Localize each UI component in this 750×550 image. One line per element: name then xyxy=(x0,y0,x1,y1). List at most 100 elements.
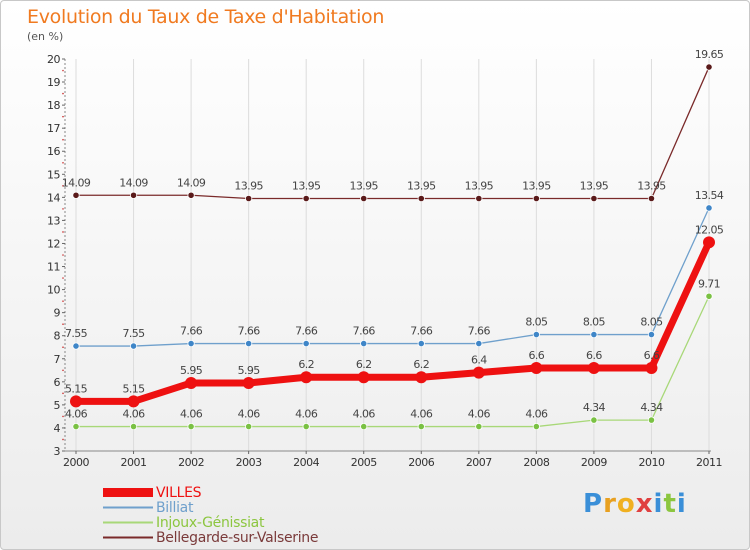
data-label: 4.06 xyxy=(468,408,491,421)
y-tick-label: 18 xyxy=(47,99,60,112)
x-tick-label: 2008 xyxy=(523,456,549,469)
data-point xyxy=(415,371,428,384)
data-label: 6.2 xyxy=(298,358,314,371)
y-minor-tick xyxy=(62,115,64,118)
y-tick-label: 4 xyxy=(54,422,61,435)
data-point xyxy=(587,361,600,374)
proxiti-logo: Proxiti xyxy=(583,489,687,519)
data-point xyxy=(360,422,368,431)
data-point xyxy=(590,194,598,203)
data-point xyxy=(532,194,540,203)
legend-item-billiat[interactable]: Billiat xyxy=(103,499,318,516)
data-point xyxy=(360,194,368,203)
data-label: 6.2 xyxy=(413,358,429,371)
series-injoux-g-nissiat: 4.06 4.06 4.06 4.06 4.06 4.06 4.06 4.06 4.06 4.34… xyxy=(65,277,721,431)
data-point xyxy=(242,376,255,389)
data-label: 4.34 xyxy=(583,401,606,414)
data-label: 7.66 xyxy=(468,325,491,338)
y-tick-label: 12 xyxy=(47,237,60,250)
data-label: 4.06 xyxy=(410,408,433,421)
data-label: 14.09 xyxy=(62,176,91,189)
y-minor-tick xyxy=(62,69,64,72)
data-point xyxy=(245,194,253,203)
series-line xyxy=(75,66,710,200)
data-point xyxy=(129,342,138,350)
y-tick-label: 9 xyxy=(54,307,61,320)
data-point xyxy=(705,292,713,300)
y-minor-tick xyxy=(62,346,64,349)
data-label: 5.95 xyxy=(180,364,203,377)
data-label: 6.2 xyxy=(356,358,372,371)
logo-letter: x xyxy=(635,489,654,519)
y-tick-label: 14 xyxy=(47,191,60,204)
legend-item-villes[interactable]: VILLES xyxy=(103,484,318,501)
data-point xyxy=(647,330,656,339)
y-minor-tick xyxy=(62,392,64,395)
data-label: 14.09 xyxy=(119,176,148,189)
data-point xyxy=(647,194,656,203)
x-tick-label: 2001 xyxy=(121,456,147,469)
data-point xyxy=(532,330,540,339)
legend-label: Billiat xyxy=(156,499,194,516)
data-point xyxy=(300,371,313,384)
y-minor-tick xyxy=(62,231,64,233)
chart-subtitle: (en %) xyxy=(27,30,64,43)
data-label: 13.95 xyxy=(580,180,609,193)
y-minor-tick xyxy=(62,208,64,210)
y-minor-tick xyxy=(62,92,64,95)
data-point xyxy=(475,339,483,348)
series-line xyxy=(75,207,710,347)
y-tick-label: 10 xyxy=(47,284,60,297)
y-tick-label: 19 xyxy=(47,76,60,89)
y-tick-label: 3 xyxy=(54,445,61,458)
y-tick-label: 6 xyxy=(54,376,61,389)
data-point xyxy=(530,361,543,374)
legend-label: Bellegarde-sur-Valserine xyxy=(156,529,319,546)
data-point xyxy=(417,194,425,203)
y-minor-tick xyxy=(62,161,64,164)
x-tick-label: 2007 xyxy=(466,456,492,469)
y-tick-label: 13 xyxy=(47,214,60,227)
data-point xyxy=(645,361,658,374)
y-tick-label: 16 xyxy=(47,145,60,158)
y-minor-tick xyxy=(62,300,64,302)
data-point xyxy=(72,191,80,199)
series-billiat: 7.55 7.55 7.66 7.66 7.66 7.66 7.66 7.66 8.05 8.05… xyxy=(65,189,724,350)
y-minor-tick xyxy=(62,254,64,256)
data-point xyxy=(72,422,80,431)
series-villes: 5.15 5.15 5.95 5.95 6.2 6.2 6.2 6.4 6.6 6.6 6.6 12.… xyxy=(65,223,724,408)
data-label: 8.05 xyxy=(525,316,548,329)
data-label: 4.06 xyxy=(353,408,376,421)
data-label: 14.09 xyxy=(177,176,206,189)
data-label: 7.66 xyxy=(238,325,261,338)
logo-letter: i xyxy=(676,489,687,519)
data-point xyxy=(647,416,656,424)
data-point xyxy=(245,339,253,348)
data-point xyxy=(187,339,195,348)
legend-item-injoux-genissiat[interactable]: Injoux-Génissiat xyxy=(103,514,318,531)
data-label: 13.54 xyxy=(695,189,724,202)
data-label: 5.15 xyxy=(65,382,88,395)
y-tick-label: 11 xyxy=(47,261,60,274)
legend-swatch-villes xyxy=(103,488,153,497)
data-point xyxy=(703,236,715,249)
legend-item-bellegarde[interactable]: Bellegarde-sur-Valserine xyxy=(103,529,319,546)
y-tick-label: 15 xyxy=(47,168,60,181)
data-label: 6.6 xyxy=(644,349,660,362)
data-point xyxy=(302,194,310,203)
data-label: 6.4 xyxy=(471,354,487,367)
data-label: 13.95 xyxy=(637,180,666,193)
data-label: 6.6 xyxy=(529,349,545,362)
data-label: 4.06 xyxy=(122,408,145,421)
y-tick-label: 17 xyxy=(47,122,60,135)
data-label: 6.6 xyxy=(586,349,602,362)
y-minor-tick xyxy=(62,415,64,418)
legend-label: Injoux-Génissiat xyxy=(156,514,265,531)
legend-label: VILLES xyxy=(156,484,202,501)
y-minor-tick xyxy=(62,438,64,441)
y-tick-label: 5 xyxy=(54,399,61,412)
x-tick-label: 2011 xyxy=(696,456,722,469)
legend-swatch-bellegarde xyxy=(103,536,153,539)
